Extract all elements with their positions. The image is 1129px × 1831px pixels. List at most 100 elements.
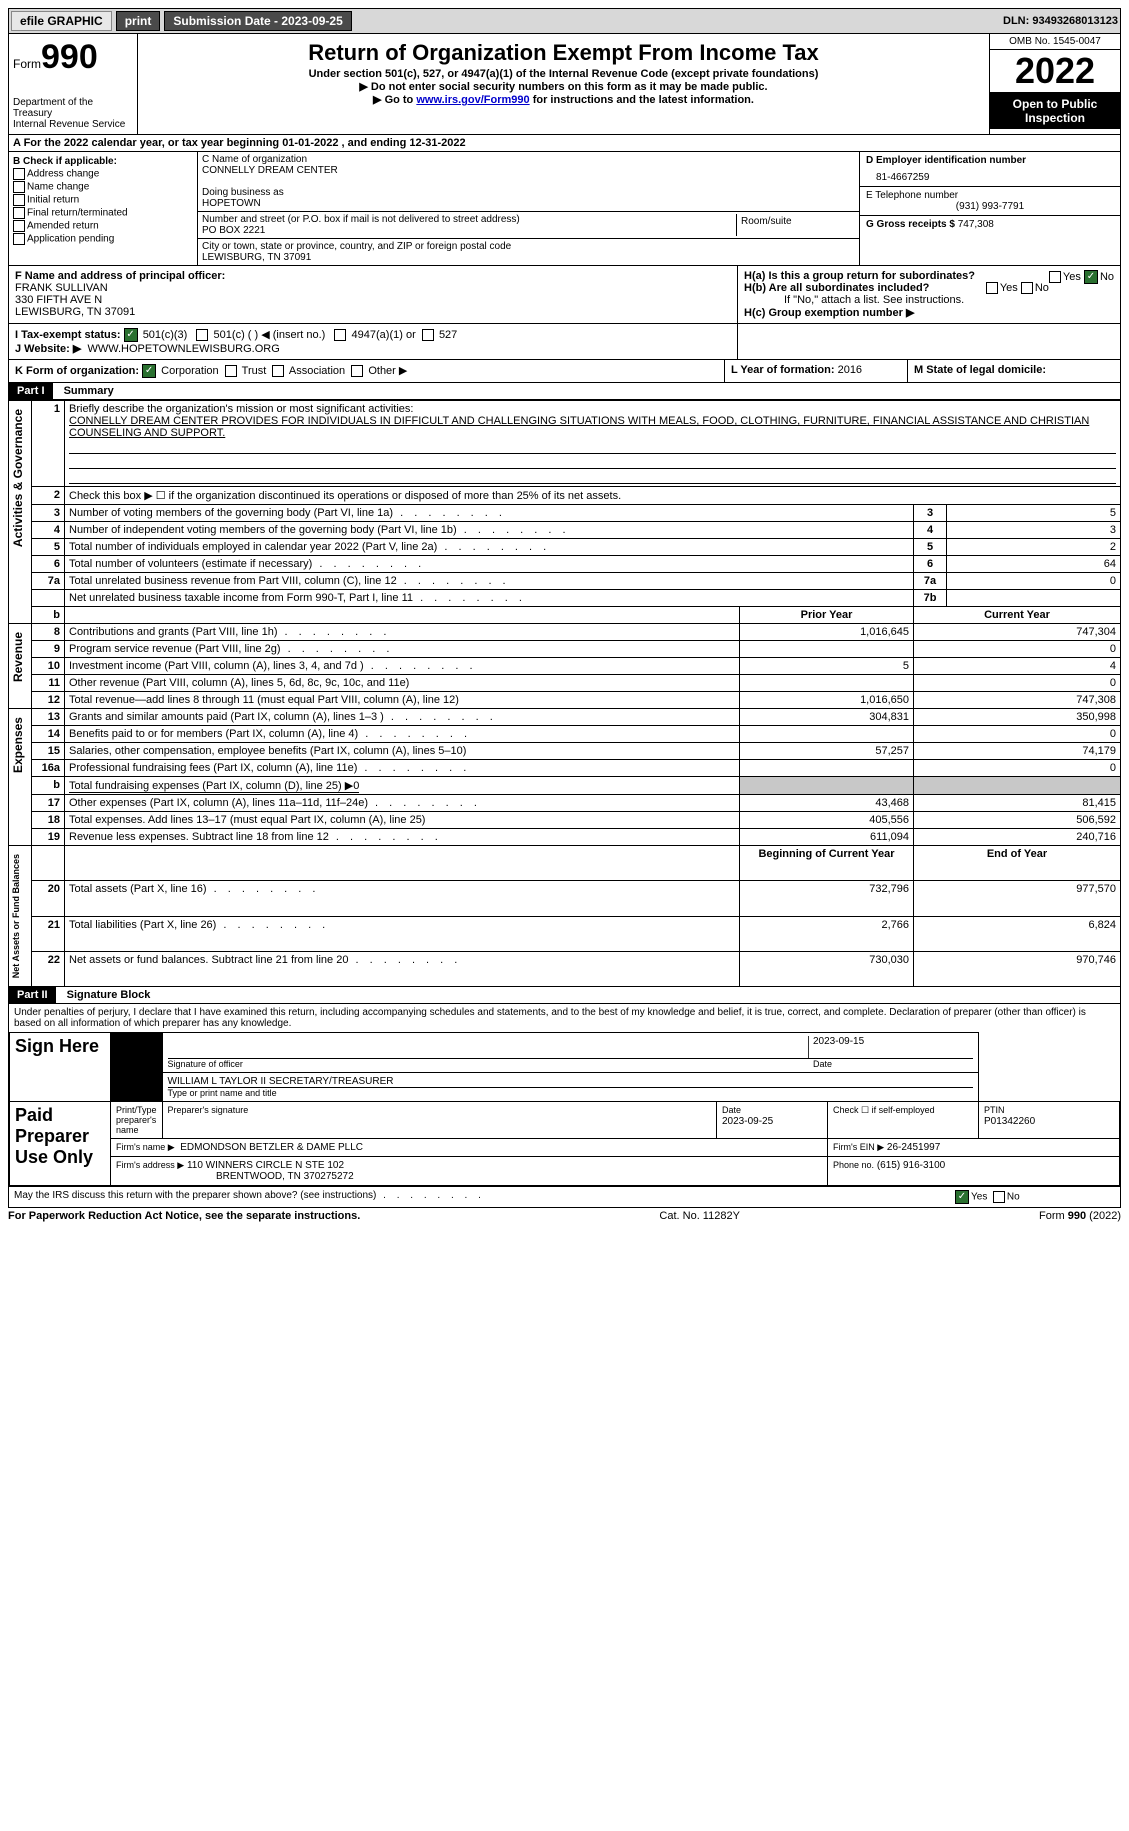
part1-header-row: Part I Summary (8, 383, 1121, 400)
dept-label: Department of the Treasury (13, 97, 133, 119)
form-title: Return of Organization Exempt From Incom… (142, 40, 985, 66)
j-label: J Website: ▶ (15, 343, 81, 355)
firm-name-label: Firm's name ▶ (116, 1142, 175, 1152)
side-label-revenue: Revenue (9, 624, 27, 690)
check-name-change[interactable]: Name change (13, 181, 193, 193)
check-initial-return[interactable]: Initial return (13, 194, 193, 206)
form-subtitle-2: ▶ Do not enter social security numbers o… (142, 80, 985, 93)
paid-preparer-label: Paid Preparer Use Only (10, 1102, 111, 1186)
sig-date-label: Date (813, 1059, 973, 1069)
eoy-header: End of Year (914, 846, 1121, 881)
print-button[interactable]: print (116, 11, 161, 31)
mission-text: CONNELLY DREAM CENTER PROVIDES FOR INDIV… (69, 415, 1089, 439)
top-toolbar: efile GRAPHIC print Submission Date - 20… (8, 8, 1121, 34)
city-value: LEWISBURG, TN 37091 (202, 252, 855, 263)
ptin-value: P01342260 (984, 1116, 1035, 1127)
page-footer: For Paperwork Reduction Act Notice, see … (8, 1208, 1121, 1224)
dln-label: DLN: 93493268013123 (1003, 15, 1118, 27)
ein-value: 81-4667259 (866, 166, 1114, 183)
gross-receipts-label: G Gross receipts $ (866, 219, 955, 230)
dba-label: Doing business as (202, 187, 855, 198)
irs-label: Internal Revenue Service (13, 119, 133, 130)
ein-label: D Employer identification number (866, 155, 1114, 166)
current-year-header: Current Year (914, 607, 1121, 624)
form-prefix: Form (13, 57, 41, 71)
l-label: L Year of formation: (731, 364, 835, 376)
f-label: F Name and address of principal officer: (15, 270, 731, 282)
firm-addr2: BRENTWOOD, TN 370275272 (116, 1171, 354, 1182)
paperwork-notice: For Paperwork Reduction Act Notice, see … (8, 1210, 360, 1222)
form-subtitle-1: Under section 501(c), 527, or 4947(a)(1)… (142, 68, 985, 80)
line1-label: Briefly describe the organization's miss… (69, 403, 413, 415)
form-footer-label: Form 990 (2022) (1039, 1210, 1121, 1222)
org-name: CONNELLY DREAM CENTER (202, 165, 855, 176)
part1-title: Summary (56, 383, 122, 399)
firm-phone-label: Phone no. (833, 1160, 874, 1170)
firm-ein-label: Firm's EIN ▶ (833, 1142, 884, 1152)
officer-addr2: LEWISBURG, TN 37091 (15, 306, 731, 318)
firm-addr-label: Firm's address ▶ (116, 1160, 184, 1170)
line2-text: Check this box ▶ ☐ if the organization d… (65, 487, 1121, 505)
part2-header-row: Part II Signature Block (8, 987, 1121, 1004)
hb-label: H(b) Are all subordinates included? (744, 282, 929, 294)
side-label-governance: Activities & Governance (9, 401, 27, 555)
check-self-employed: Check ☐ if self-employed (833, 1105, 935, 1115)
submission-date-label: Submission Date - 2023-09-25 (164, 11, 351, 31)
prep-date-value: 2023-09-25 (722, 1116, 773, 1127)
calendar-year-line: A For the 2022 calendar year, or tax yea… (8, 135, 1121, 152)
open-public-label: Open to Public Inspection (990, 93, 1120, 129)
i-label: I Tax-exempt status: (15, 329, 121, 341)
m-label: M State of legal domicile: (914, 364, 1046, 376)
firm-addr1: 110 WINNERS CIRCLE N STE 102 (187, 1160, 344, 1171)
check-application-pending[interactable]: Application pending (13, 233, 193, 245)
room-suite-label: Room/suite (736, 214, 855, 236)
hb-note: If "No," attach a list. See instructions… (744, 294, 1114, 306)
prior-year-header: Prior Year (740, 607, 914, 624)
hc-label: H(c) Group exemption number ▶ (744, 306, 1114, 319)
part2-title: Signature Block (59, 987, 159, 1003)
goto-suffix: for instructions and the latest informat… (530, 94, 754, 106)
gross-receipts-value: 747,308 (958, 219, 994, 230)
tax-status-row: I Tax-exempt status: ✓ 501(c)(3) 501(c) … (8, 324, 1121, 360)
check-corporation: ✓ (142, 364, 156, 378)
discuss-yes-check: ✓ (955, 1190, 969, 1204)
boy-header: Beginning of Current Year (740, 846, 914, 881)
prep-date-label: Date (722, 1105, 741, 1115)
sig-officer-label: Signature of officer (168, 1059, 813, 1069)
check-501c3: ✓ (124, 328, 138, 342)
irs-link[interactable]: www.irs.gov/Form990 (416, 94, 529, 106)
officer-addr1: 330 FIFTH AVE N (15, 294, 731, 306)
website-value: WWW.HOPETOWNLEWISBURG.ORG (87, 343, 279, 355)
discuss-question: May the IRS discuss this return with the… (14, 1190, 955, 1204)
street-label: Number and street (or P.O. box if mail i… (202, 214, 736, 225)
omb-label: OMB No. 1545-0047 (990, 34, 1120, 50)
sig-date-value: 2023-09-15 (808, 1036, 973, 1058)
efile-label: efile GRAPHIC (11, 11, 112, 31)
perjury-declaration: Under penalties of perjury, I declare th… (9, 1004, 1120, 1032)
check-final-return[interactable]: Final return/terminated (13, 207, 193, 219)
street-value: PO BOX 2221 (202, 225, 736, 236)
part1-tag: Part I (9, 383, 53, 399)
firm-phone-value: (615) 916-3100 (877, 1160, 945, 1171)
phone-value: (931) 993-7791 (866, 201, 1114, 212)
check-address-change[interactable]: Address change (13, 168, 193, 180)
phone-label: E Telephone number (866, 190, 1114, 201)
firm-name-value: EDMONDSON BETZLER & DAME PLLC (180, 1142, 363, 1153)
form-number: 990 (41, 38, 98, 76)
type-name-label: Type or print name and title (168, 1088, 973, 1098)
sign-here-label: Sign Here (10, 1033, 111, 1102)
c-name-label: C Name of organization (202, 154, 855, 165)
side-label-netassets: Net Assets or Fund Balances (9, 846, 23, 986)
form-of-org-row: K Form of organization: ✓ Corporation Tr… (8, 360, 1121, 383)
form-header: Form990 Department of the Treasury Inter… (8, 34, 1121, 135)
officer-name: FRANK SULLIVAN (15, 282, 731, 294)
k-label: K Form of organization: (15, 365, 139, 377)
prep-name-label: Print/Type preparer's name (116, 1105, 157, 1135)
dba-value: HOPETOWN (202, 198, 855, 209)
officer-name-value: WILLIAM L TAYLOR II SECRETARY/TREASURER (168, 1076, 973, 1088)
check-amended-return[interactable]: Amended return (13, 220, 193, 232)
year-formation: 2016 (838, 364, 862, 376)
officer-group-row: F Name and address of principal officer:… (8, 266, 1121, 324)
goto-prefix: ▶ Go to (373, 94, 416, 106)
tax-year: 2022 (990, 50, 1120, 93)
